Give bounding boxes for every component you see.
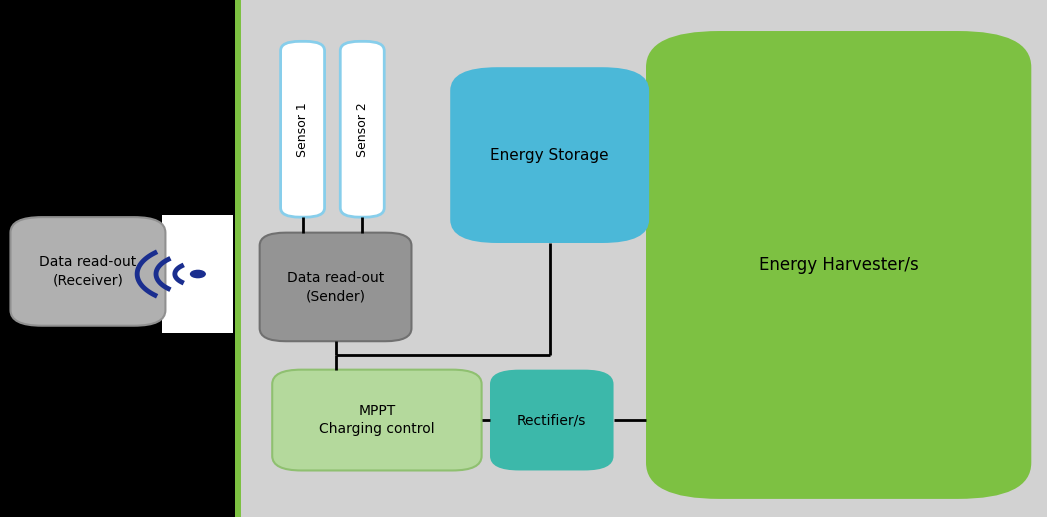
FancyBboxPatch shape [281, 41, 325, 217]
FancyBboxPatch shape [450, 67, 649, 243]
Text: MPPT
Charging control: MPPT Charging control [319, 404, 435, 436]
FancyBboxPatch shape [646, 31, 1031, 499]
FancyBboxPatch shape [490, 370, 614, 470]
FancyBboxPatch shape [340, 41, 384, 217]
Text: Sensor 1: Sensor 1 [296, 102, 309, 157]
Text: Data read-out
(Receiver): Data read-out (Receiver) [40, 255, 136, 287]
FancyBboxPatch shape [10, 217, 165, 326]
Bar [235, 0, 1047, 517]
Text: Energy Harvester/s: Energy Harvester/s [759, 256, 918, 274]
Bar [162, 215, 233, 333]
FancyBboxPatch shape [272, 370, 482, 470]
Text: Rectifier/s: Rectifier/s [517, 413, 586, 427]
Circle shape [191, 270, 205, 278]
Text: Energy Storage: Energy Storage [490, 147, 609, 163]
Bar [235, 0, 241, 517]
Text: Data read-out
(Sender): Data read-out (Sender) [287, 271, 384, 303]
Text: Sensor 2: Sensor 2 [356, 102, 369, 157]
FancyBboxPatch shape [260, 233, 411, 341]
